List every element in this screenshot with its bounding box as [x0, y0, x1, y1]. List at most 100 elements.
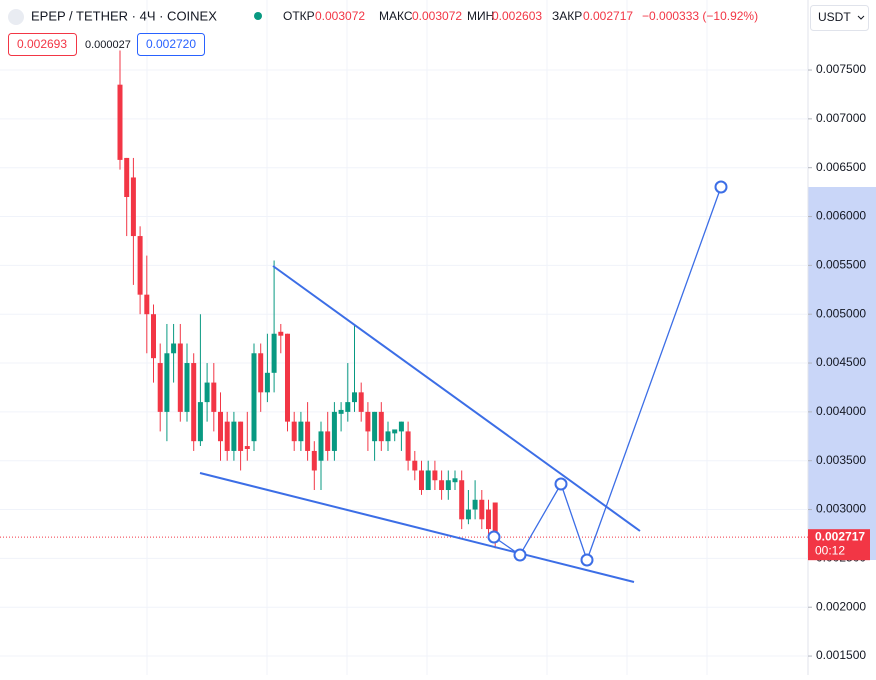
candle-body	[151, 314, 156, 359]
ohlc-label: ЗАКР	[552, 9, 582, 23]
y-tick-label: 0.006500	[816, 160, 866, 174]
candle-body	[251, 353, 257, 442]
candle-body	[452, 478, 458, 483]
candle-body	[311, 450, 317, 471]
candle-body	[465, 509, 471, 520]
ohlc-label: МИН	[467, 9, 494, 23]
candle-body	[445, 480, 451, 491]
candle-body	[472, 499, 478, 510]
candle-body	[157, 363, 163, 412]
candle-body	[372, 411, 378, 442]
last-price-tag	[808, 529, 870, 561]
y-tick-label: 0.007500	[816, 62, 866, 76]
candle-body	[144, 294, 150, 315]
candle-body	[130, 177, 136, 237]
chevron	[857, 15, 865, 20]
candle-body	[244, 446, 250, 449]
candle-body	[184, 363, 190, 412]
drawings	[199, 180, 728, 583]
y-tick-label: 0.006000	[816, 209, 866, 223]
candle-body	[264, 372, 270, 393]
ohlc-label: МАКС	[379, 9, 413, 23]
y-tick-label: 0.005500	[816, 258, 866, 272]
candle-body	[378, 411, 384, 442]
ohlc-value: 0.003072	[315, 9, 365, 23]
candle-body	[278, 331, 284, 336]
last-price-label: 0.002717	[815, 529, 865, 543]
y-tick-label: 0.003500	[816, 453, 866, 467]
header: EPEP / TETHER · 4Ч · COINEX ОТКР 0.00307…	[8, 5, 869, 56]
y-tick-label: 0.002000	[816, 599, 866, 613]
candle-body	[365, 411, 371, 432]
candle-body	[117, 84, 123, 160]
candle-body	[231, 421, 237, 451]
y-tick-label: 0.007000	[816, 111, 866, 125]
candle-body	[479, 499, 485, 520]
y-tick-label: 0.004000	[816, 404, 866, 418]
symbol-icon	[8, 9, 24, 25]
candle-body	[398, 421, 404, 432]
y-tick-label: 0.003000	[816, 502, 866, 516]
candle-body	[258, 353, 264, 393]
range-highlight	[808, 187, 876, 560]
candle-body	[338, 409, 344, 414]
candle-body	[412, 460, 418, 471]
candle-body	[345, 402, 351, 412]
anchor-point[interactable]	[714, 180, 728, 194]
candle-body	[238, 421, 244, 451]
candle-body	[164, 353, 170, 412]
candle-body	[124, 157, 130, 198]
ohlc-value: 0.002603	[492, 9, 542, 23]
currency-select[interactable]	[810, 5, 869, 31]
anchor-point[interactable]	[487, 530, 501, 544]
candle-body	[218, 411, 223, 442]
candle-body	[358, 392, 364, 412]
currency[interactable]: USDT	[818, 10, 851, 24]
candle-body	[197, 402, 203, 442]
candle-body	[352, 392, 357, 403]
candle-body	[432, 470, 438, 481]
change: −0.000333 (−10.92%)	[642, 9, 758, 23]
buy-button[interactable]	[137, 33, 205, 56]
grid	[146, 0, 708, 675]
candle-body	[392, 429, 398, 434]
ohlc-label: ОТКР	[283, 9, 315, 23]
candle-body	[425, 470, 431, 491]
candle-body	[331, 411, 337, 451]
ohlc-value: 0.002717	[583, 9, 633, 23]
candle-body	[224, 421, 230, 451]
ohlc-value: 0.003072	[412, 9, 462, 23]
symbol-title[interactable]: EPEP / TETHER · 4Ч · COINEX	[31, 8, 217, 23]
anchor-point[interactable]	[580, 553, 594, 567]
candle-body	[271, 333, 277, 373]
ask[interactable]: 0.002720	[146, 37, 196, 51]
plot	[0, 50, 808, 657]
candle-body	[204, 382, 210, 403]
candle-body	[439, 480, 445, 491]
trend-line	[199, 472, 635, 583]
candle-body	[137, 236, 143, 295]
countdown: 00:12	[815, 543, 845, 557]
bid[interactable]: 0.002693	[17, 37, 67, 51]
candle-body	[305, 421, 311, 451]
anchor-point[interactable]	[513, 548, 527, 562]
candle-body	[318, 431, 324, 461]
trend-line	[272, 265, 641, 532]
candle-body	[325, 431, 331, 451]
candle-body	[177, 343, 183, 412]
candle-body	[486, 509, 491, 530]
candle-body	[298, 421, 304, 442]
candle-body	[291, 421, 297, 442]
y-tick-label: 0.004500	[816, 355, 866, 369]
candle-body	[419, 470, 424, 491]
status-dot	[254, 12, 262, 20]
candle-body	[405, 431, 411, 461]
y-tick-label: 0.001500	[816, 648, 866, 662]
candle-body	[285, 333, 290, 422]
anchor-point[interactable]	[554, 477, 568, 491]
y-tick-label: 0.005000	[816, 306, 866, 320]
sell-button[interactable]	[8, 33, 77, 56]
candle-body	[171, 343, 177, 354]
